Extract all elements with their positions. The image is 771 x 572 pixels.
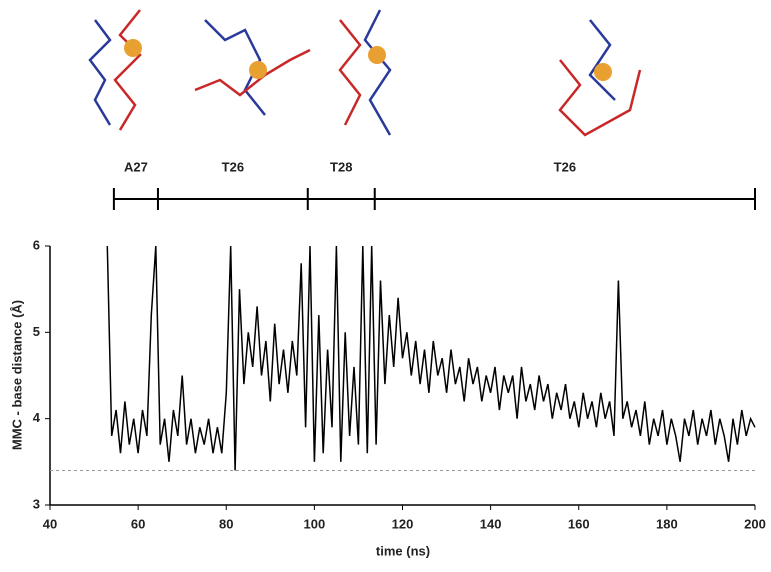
y-tick-label: 5 (33, 324, 40, 339)
molecule (88, 19, 112, 126)
data-line (106, 245, 756, 471)
segment-label: T28 (330, 159, 352, 174)
molecule (363, 9, 392, 136)
molecule (113, 9, 142, 131)
molecule (338, 19, 362, 126)
drug-molecule (124, 39, 142, 57)
drug-molecule (368, 46, 386, 64)
x-tick-label: 80 (219, 516, 233, 531)
y-tick-label: 3 (33, 496, 40, 511)
segment-label: T26 (554, 159, 576, 174)
drug-molecule (249, 61, 267, 79)
molecule (194, 48, 311, 97)
y-tick-label: 4 (33, 410, 41, 425)
x-tick-label: 200 (744, 516, 766, 531)
x-tick-label: 140 (480, 516, 502, 531)
x-axis-title: time (ns) (376, 543, 430, 558)
molecule-illustrations (88, 9, 642, 137)
molecule (204, 19, 266, 116)
x-tick-label: 120 (392, 516, 414, 531)
y-axis-title: MMC - base distance (Å) (9, 300, 24, 450)
segment-label: T26 (222, 159, 244, 174)
x-tick-label: 60 (131, 516, 145, 531)
drug-molecule (594, 63, 612, 81)
segment-label: A27 (124, 159, 148, 174)
x-tick-label: 40 (43, 516, 57, 531)
x-tick-label: 180 (656, 516, 678, 531)
molecule (558, 59, 642, 137)
x-tick-label: 100 (304, 516, 326, 531)
y-tick-label: 6 (33, 237, 40, 252)
molecule (588, 19, 616, 101)
x-tick-label: 160 (568, 516, 590, 531)
